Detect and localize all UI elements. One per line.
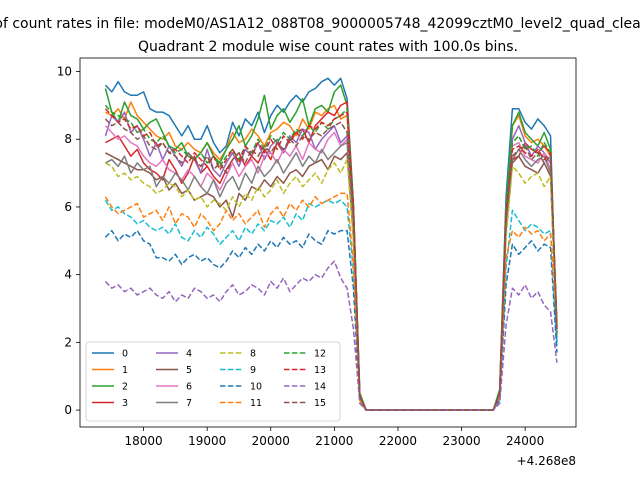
y-tick-label: 0	[64, 403, 72, 417]
legend-label-4: 4	[186, 349, 192, 360]
series-line-14	[104, 260, 558, 411]
figure-suptitle: Plot of count rates in file: modeM0/AS1A…	[0, 16, 640, 32]
y-tick-label: 4	[64, 268, 72, 282]
x-tick-label: 20000	[252, 434, 290, 448]
legend-label-2: 2	[122, 382, 128, 393]
legend-label-3: 3	[122, 398, 128, 409]
y-axis: 0 2 4 6 8 10	[57, 65, 80, 417]
series-line-10	[104, 229, 558, 411]
x-axis-offset-text: +4.268e8	[517, 454, 576, 468]
series-line-15	[104, 118, 558, 411]
legend-label-1: 1	[122, 365, 128, 376]
legend-label-14: 14	[314, 382, 326, 393]
series-line-13	[104, 108, 558, 411]
x-tick-label: 18000	[124, 434, 162, 448]
legend-label-10: 10	[250, 382, 262, 393]
y-tick-label: 2	[64, 335, 72, 349]
axes-frame	[79, 57, 577, 428]
legend-label-6: 6	[186, 382, 192, 393]
y-tick-label: 8	[64, 132, 72, 146]
legend-label-13: 13	[314, 365, 326, 376]
y-tick-label: 6	[64, 200, 72, 214]
legend-label-15: 15	[314, 398, 326, 409]
legend-label-9: 9	[250, 365, 256, 376]
series-lines	[104, 77, 558, 411]
chart-title: Quadrant 2 module wise count rates with …	[138, 39, 518, 55]
legend-label-0: 0	[122, 349, 128, 360]
legend-label-8: 8	[250, 349, 256, 360]
legend-label-5: 5	[186, 365, 192, 376]
x-tick-label: 19000	[188, 434, 226, 448]
x-tick-label: 23000	[442, 434, 480, 448]
x-axis: 18000 19000 20000 21000 22000 23000 24000	[124, 427, 544, 448]
x-tick-label: 21000	[315, 434, 353, 448]
legend-label-7: 7	[186, 398, 192, 409]
x-tick-label: 22000	[379, 434, 417, 448]
y-tick-label: 10	[57, 65, 72, 79]
x-tick-label: 24000	[506, 434, 544, 448]
legend-box	[85, 341, 341, 422]
legend-label-12: 12	[314, 349, 326, 360]
legend-label-11: 11	[250, 398, 262, 409]
